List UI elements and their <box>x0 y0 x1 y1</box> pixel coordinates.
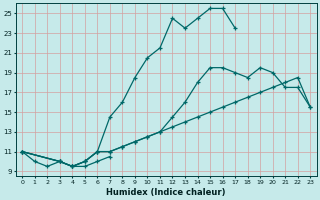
X-axis label: Humidex (Indice chaleur): Humidex (Indice chaleur) <box>107 188 226 197</box>
